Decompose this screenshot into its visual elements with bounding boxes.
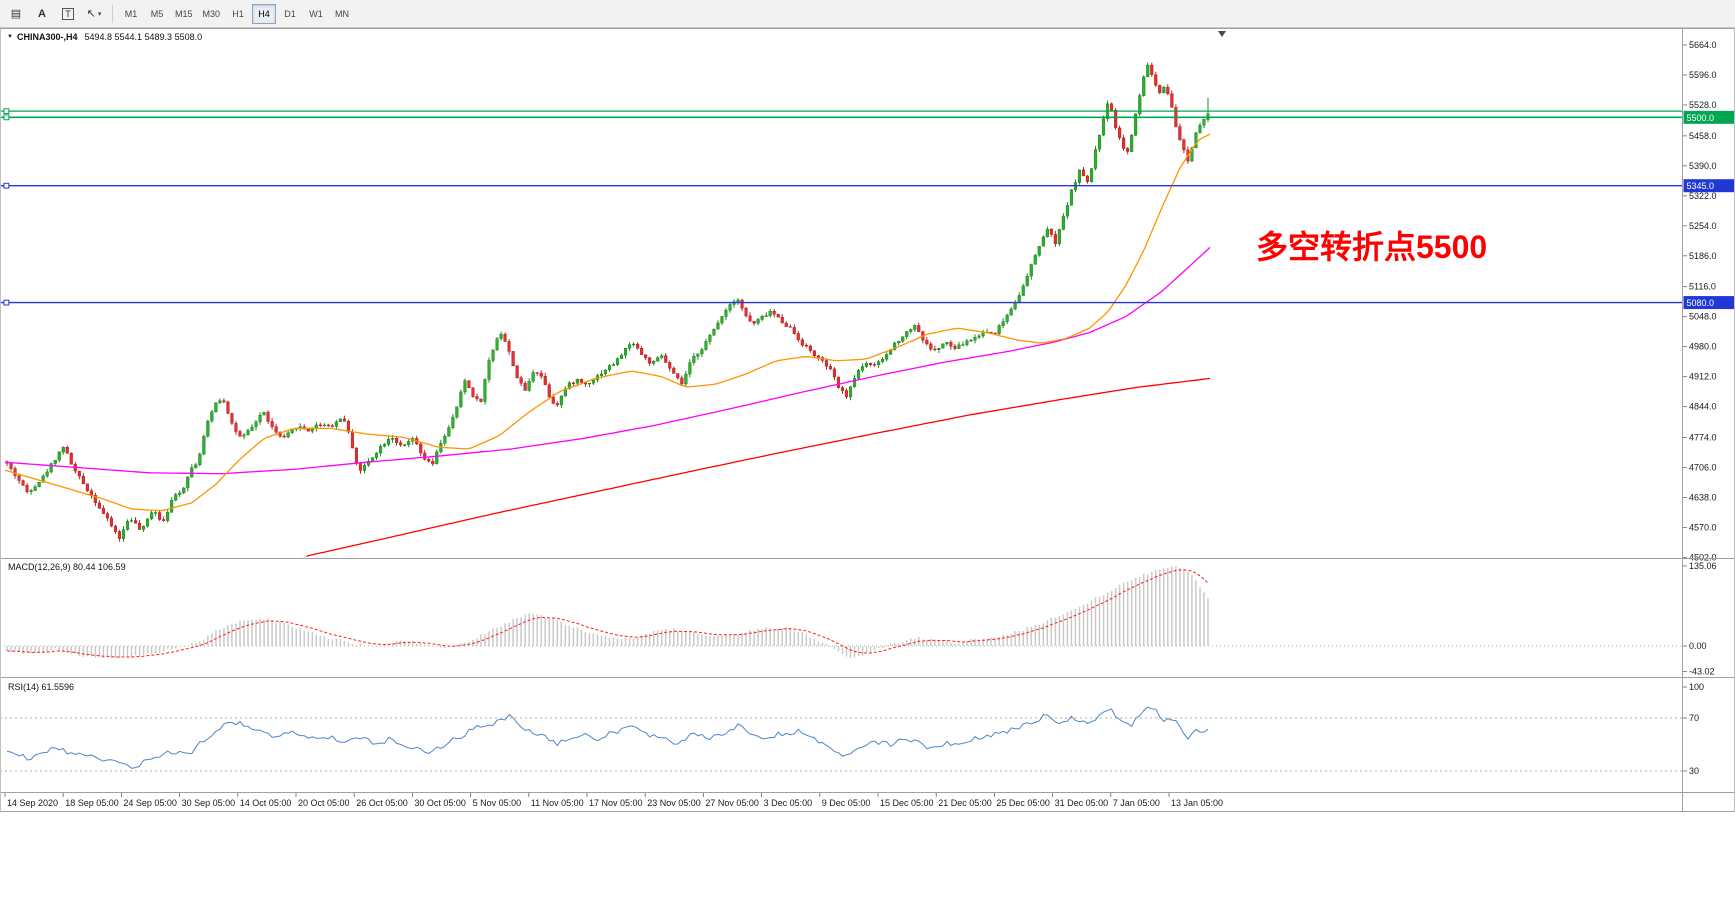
drawing-tools-button[interactable]: ↖ ▾ [82, 3, 106, 25]
text-label-button[interactable]: T [56, 3, 80, 25]
price-badge: 5500.0 [1687, 113, 1715, 123]
rsi-axis-label: 70 [1689, 713, 1699, 723]
rsi-indicator-label: RSI(14) 61.5596 [8, 682, 75, 692]
timeframe-button-h4[interactable]: H4 [252, 3, 277, 24]
timeframe-button-m1[interactable]: M1 [119, 4, 143, 24]
chart-title: ▼ CHINA300-,H4 5494.8 5544.1 5489.3 5508.0 [7, 32, 202, 42]
chart-annotation[interactable]: 多空转折点5500 [1256, 229, 1488, 265]
macd-axis-label: 135.06 [1689, 561, 1717, 571]
time-axis-label: 9 Dec 05:00 [822, 798, 871, 808]
hline-handle[interactable] [3, 299, 10, 306]
text-label-icon: T [62, 7, 74, 20]
macd-axis-label: 0.00 [1689, 641, 1707, 651]
price-axis-label: 5254.0 [1689, 221, 1717, 231]
time-axis[interactable]: 14 Sep 2020 18 Sep 05:00 24 Sep 05:00 30 Se… [4, 793, 1223, 808]
macd-axis-label: -43.02 [1689, 666, 1715, 676]
time-axis-label: 24 Sep 05:00 [123, 798, 177, 808]
rsi-line [6, 706, 1209, 769]
price-axis-label: 4502.0 [1689, 553, 1717, 563]
price-axis-label: 4570.0 [1689, 523, 1717, 533]
time-axis-label: 26 Oct 05:00 [356, 798, 408, 808]
price-axis-label: 5116.0 [1689, 282, 1716, 292]
time-axis-label: 30 Oct 05:00 [414, 798, 466, 808]
rsi-axis-label: 30 [1689, 766, 1699, 776]
price-axis-label: 4980.0 [1689, 342, 1717, 352]
toolbar: ▤ A T ↖ ▾ M1 M5 M15 M30 H1 H4 D1 W1 MN [0, 0, 1735, 28]
time-axis-label: 15 Dec 05:00 [880, 798, 934, 808]
toolbar-separator [112, 4, 113, 23]
price-axis-label: 5322.0 [1689, 191, 1717, 201]
ma-mid-line [4, 246, 1211, 475]
rsi-axis-label: 100 [1689, 682, 1704, 692]
dropdown-caret-icon: ▾ [97, 10, 102, 18]
timeframe-button-w1[interactable]: W1 [304, 4, 328, 24]
price-axis[interactable]: 5664.0 5596.0 5528.0 5458.0 5390.0 5322.0 5254… [1683, 40, 1717, 563]
chart-dropdown-icon[interactable]: ▼ [7, 34, 13, 40]
time-axis-label: 31 Dec 05:00 [1055, 798, 1109, 808]
price-axis-label: 5596.0 [1689, 70, 1717, 80]
timeframe-button-m5[interactable]: M5 [145, 4, 169, 24]
time-axis-label: 11 Nov 05:00 [531, 798, 584, 808]
price-badge: 5080.0 [1687, 298, 1715, 308]
time-axis-label: 18 Sep 05:00 [65, 798, 119, 808]
time-axis-label: 23 Nov 05:00 [647, 798, 701, 808]
hline-5345[interactable]: 5345.0 [0, 179, 1735, 193]
macd-indicator-label: MACD(12,26,9) 80.44 106.59 [8, 562, 126, 572]
time-axis-label: 30 Sep 05:00 [182, 798, 236, 808]
macd-signal-line [6, 569, 1209, 658]
price-axis-label: 5048.0 [1689, 312, 1717, 322]
drawing-tools-icon: ↖ [86, 8, 96, 20]
time-axis-label: 13 Jan 05:00 [1171, 798, 1223, 808]
price-axis-label: 5390.0 [1689, 161, 1717, 171]
timeframe-group: M1 M5 M15 M30 H1 H4 D1 W1 MN [118, 3, 355, 24]
grid-icon: ▤ [10, 8, 22, 20]
hline-handle[interactable] [3, 114, 10, 121]
candlestick-series [5, 62, 1210, 542]
time-axis-label: 14 Oct 05:00 [240, 798, 292, 808]
chart-shift-marker[interactable] [1218, 31, 1226, 37]
time-axis-label: 17 Nov 05:00 [589, 798, 643, 808]
time-axis-label: 14 Sep 2020 [7, 798, 58, 808]
text-annotation-icon: A [38, 7, 46, 20]
timeframe-button-m15[interactable]: M15 [171, 4, 197, 24]
timeframe-button-d1[interactable]: D1 [278, 4, 302, 24]
hline-5514[interactable] [0, 108, 1683, 115]
hline-handle[interactable] [3, 108, 10, 115]
time-axis-label: 27 Nov 05:00 [705, 798, 759, 808]
price-axis-label: 4844.0 [1689, 402, 1717, 412]
price-axis-label: 4774.0 [1689, 433, 1717, 443]
timeframe-button-mn[interactable]: MN [330, 4, 354, 24]
chart-ohlc-values: 5494.8 5544.1 5489.3 5508.0 [84, 32, 203, 42]
macd-histogram [6, 566, 1209, 658]
price-axis-label: 5458.0 [1689, 131, 1717, 141]
price-axis-label: 4912.0 [1689, 372, 1717, 382]
price-axis-label: 4638.0 [1689, 493, 1717, 503]
time-axis-label: 5 Nov 05:00 [473, 798, 522, 808]
price-axis-label: 5186.0 [1689, 251, 1717, 261]
time-axis-label: 7 Jan 05:00 [1113, 798, 1160, 808]
indicator-axes[interactable]: 135.06 0.00 -43.02 100 70 30 [1683, 561, 1717, 776]
hline-5080[interactable]: 5080.0 [0, 296, 1735, 310]
time-axis-label: 20 Oct 05:00 [298, 798, 350, 808]
price-axis-label: 5528.0 [1689, 100, 1717, 110]
time-axis-label: 21 Dec 05:00 [938, 798, 992, 808]
price-badge: 5345.0 [1687, 181, 1715, 191]
text-annotation-button[interactable]: A [30, 3, 54, 25]
price-axis-label: 4706.0 [1689, 463, 1717, 473]
time-axis-label: 3 Dec 05:00 [764, 798, 813, 808]
grid-tool-button[interactable]: ▤ [4, 3, 28, 25]
hline-5500[interactable]: 5500.0 [0, 110, 1735, 124]
hline-handle[interactable] [3, 182, 10, 189]
chart-symbol-label: CHINA300-,H4 [16, 32, 78, 42]
timeframe-button-m30[interactable]: M30 [199, 4, 225, 24]
price-axis-label: 5664.0 [1689, 40, 1717, 50]
time-axis-label: 25 Dec 05:00 [996, 798, 1050, 808]
ma-fast-line [4, 133, 1211, 512]
ma-slow-line [306, 377, 1211, 557]
timeframe-button-h1[interactable]: H1 [226, 4, 250, 24]
